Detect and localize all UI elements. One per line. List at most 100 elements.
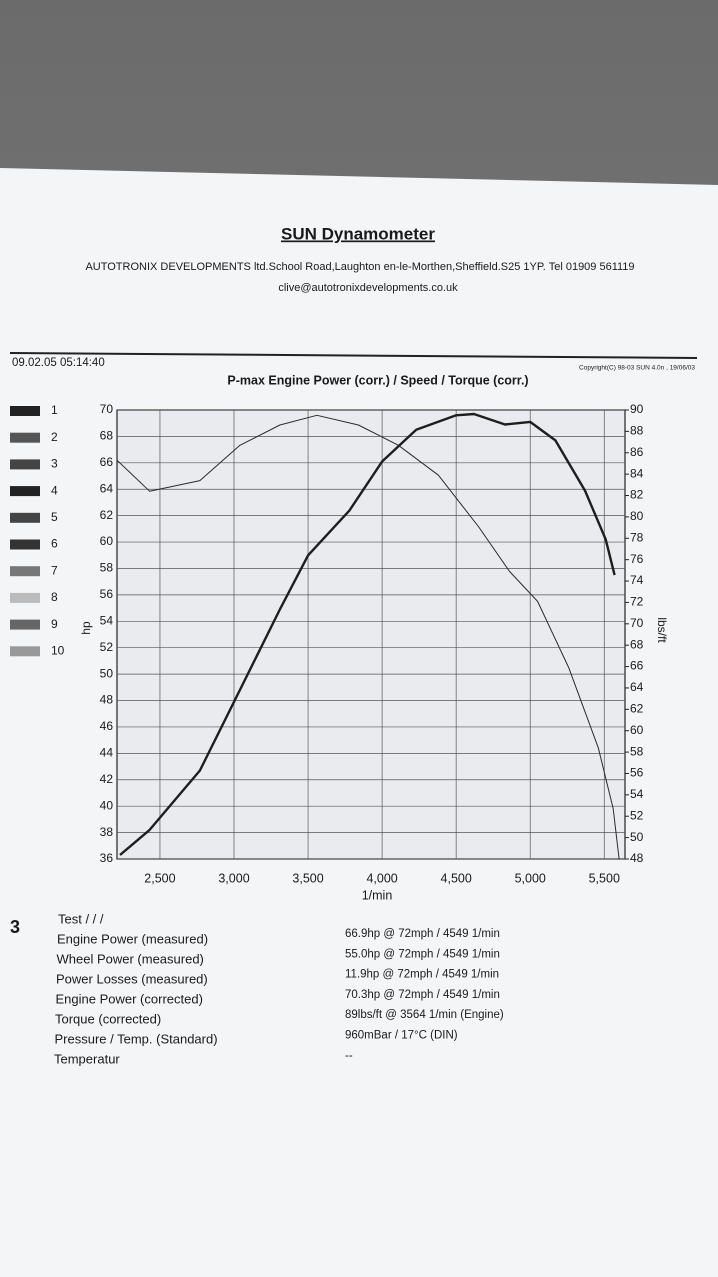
y2-tick-label: 56 xyxy=(630,766,644,780)
chart-title: P-max Engine Power (corr.) / Speed / Tor… xyxy=(227,373,528,387)
result-value: 55.0hp @ 72mph / 4549 1/min xyxy=(345,948,500,960)
y2-tick-label: 80 xyxy=(630,509,644,523)
y-tick-label: 68 xyxy=(100,429,114,443)
y-tick-label: 48 xyxy=(100,693,114,707)
x-axis-label: 1/min xyxy=(362,888,393,902)
y2-tick-label: 88 xyxy=(630,424,644,438)
channel-label: 8 xyxy=(51,590,58,604)
y2-tick-label: 54 xyxy=(630,787,644,801)
y-tick-label: 54 xyxy=(100,613,114,627)
channel-swatch xyxy=(10,512,40,523)
page-marker: 3 xyxy=(10,917,20,937)
result-label: Power Losses (measured) xyxy=(56,971,208,986)
y-tick-label: 52 xyxy=(100,640,114,654)
channel-label: 7 xyxy=(51,563,58,577)
result-value: -- xyxy=(345,1050,353,1062)
y-tick-label: 66 xyxy=(100,455,114,469)
y2-tick-label: 66 xyxy=(630,659,644,673)
timestamp: 09.02.05 05:14:40 xyxy=(12,357,105,369)
channel-label: 2 xyxy=(51,430,58,444)
y2-tick-label: 74 xyxy=(630,573,644,587)
y-tick-label: 50 xyxy=(100,666,114,680)
result-label: Wheel Power (measured) xyxy=(57,951,204,966)
y2-tick-label: 76 xyxy=(630,552,644,566)
result-value: 66.9hp @ 72mph / 4549 1/min xyxy=(345,928,500,940)
y-tick-label: 62 xyxy=(100,508,114,522)
channel-label: 6 xyxy=(51,537,58,551)
channel-label: 3 xyxy=(51,457,58,471)
doc-title: SUN Dynamometer xyxy=(281,224,435,243)
y-tick-label: 44 xyxy=(100,746,114,760)
channel-swatch xyxy=(10,432,40,443)
y2-tick-label: 62 xyxy=(630,702,644,716)
y-tick-label: 36 xyxy=(100,851,114,865)
y-tick-label: 42 xyxy=(100,772,114,786)
y2-tick-label: 68 xyxy=(630,637,644,651)
result-label: Pressure / Temp. (Standard) xyxy=(55,1031,218,1046)
series-line xyxy=(119,412,616,856)
test-label: Test / / / xyxy=(58,911,104,926)
plot: 36 38 40 42 44 46 48 50 52 54 56 58 60 62 64 66 68 70 2,50… xyxy=(79,402,669,902)
results: Engine Power (measured) 66.9hp @ 72mph / … xyxy=(54,928,504,1066)
x-tick-label: 5,000 xyxy=(515,871,546,885)
y2-tick-label: 70 xyxy=(630,616,644,630)
y2-tick-label: 50 xyxy=(630,830,644,844)
x-tick-label: 4,500 xyxy=(441,871,472,885)
channel-label: 10 xyxy=(51,643,65,657)
plot-area xyxy=(116,409,626,860)
channel-label: 1 xyxy=(51,403,58,417)
y-tick-label: 46 xyxy=(100,719,114,733)
y-tick-label: 64 xyxy=(100,481,114,495)
x-tick-label: 3,500 xyxy=(292,871,323,885)
y2-tick-label: 60 xyxy=(630,723,644,737)
channel-label: 4 xyxy=(51,483,58,497)
result-value: 960mBar / 17°C (DIN) xyxy=(345,1030,458,1042)
copyright: Copyright(C) 98-03 SUN 4.0n , 19/06/03 xyxy=(579,365,695,372)
y2-tick-label: 58 xyxy=(630,744,644,758)
y-axis-label: hp xyxy=(79,621,93,635)
y2-tick-label: 72 xyxy=(630,595,644,609)
x-tick-label: 5,500 xyxy=(589,871,620,885)
channel-swatch xyxy=(10,619,40,630)
y2-tick-label: 48 xyxy=(630,851,644,865)
email: clive@autotronixdevelopments.co.uk xyxy=(278,282,458,294)
result-value: 70.3hp @ 72mph / 4549 1/min xyxy=(345,989,500,1001)
x-tick-label: 4,000 xyxy=(366,871,397,885)
result-label: Torque (corrected) xyxy=(55,1011,161,1026)
x-tick-label: 3,000 xyxy=(218,871,249,885)
channel-swatch xyxy=(10,566,40,577)
series-line xyxy=(116,414,620,860)
x-tick-label: 2,500 xyxy=(144,871,175,885)
y-tick-label: 56 xyxy=(100,587,114,601)
y2-tick-label: 90 xyxy=(630,402,644,416)
y-tick-label: 38 xyxy=(100,825,114,839)
result-value: 11.9hp @ 72mph / 4549 1/min xyxy=(345,969,499,981)
result-label: Engine Power (corrected) xyxy=(56,991,203,1006)
channel-label: 9 xyxy=(51,617,58,631)
y-tick-label: 60 xyxy=(100,534,114,548)
result-label: Temperatur xyxy=(54,1051,120,1066)
y2-tick-label: 82 xyxy=(630,488,644,502)
y2-tick-label: 86 xyxy=(630,445,644,459)
channel-swatch xyxy=(10,406,40,416)
y-tick-label: 70 xyxy=(100,402,114,416)
channel-swatch xyxy=(10,486,40,497)
address: AUTOTRONIX DEVELOPMENTS ltd.School Road,… xyxy=(85,261,634,273)
channel-swatch xyxy=(10,646,40,657)
result-label: Engine Power (measured) xyxy=(57,931,208,946)
y-tick-label: 40 xyxy=(100,798,114,812)
channel-swatch xyxy=(10,459,40,470)
y2-axis-label: lbs/ft xyxy=(655,617,669,643)
y-tick-label: 58 xyxy=(100,561,114,575)
channel-label: 5 xyxy=(51,510,58,524)
y2-tick-label: 52 xyxy=(630,808,644,822)
y2-tick-label: 64 xyxy=(630,680,644,694)
y2-tick-label: 78 xyxy=(630,530,644,544)
channel-swatch xyxy=(10,592,40,603)
result-value: 89lbs/ft @ 3564 1/min (Engine) xyxy=(345,1009,504,1021)
channel-swatch xyxy=(10,539,40,550)
y2-tick-label: 84 xyxy=(630,466,644,480)
rule xyxy=(9,352,698,359)
